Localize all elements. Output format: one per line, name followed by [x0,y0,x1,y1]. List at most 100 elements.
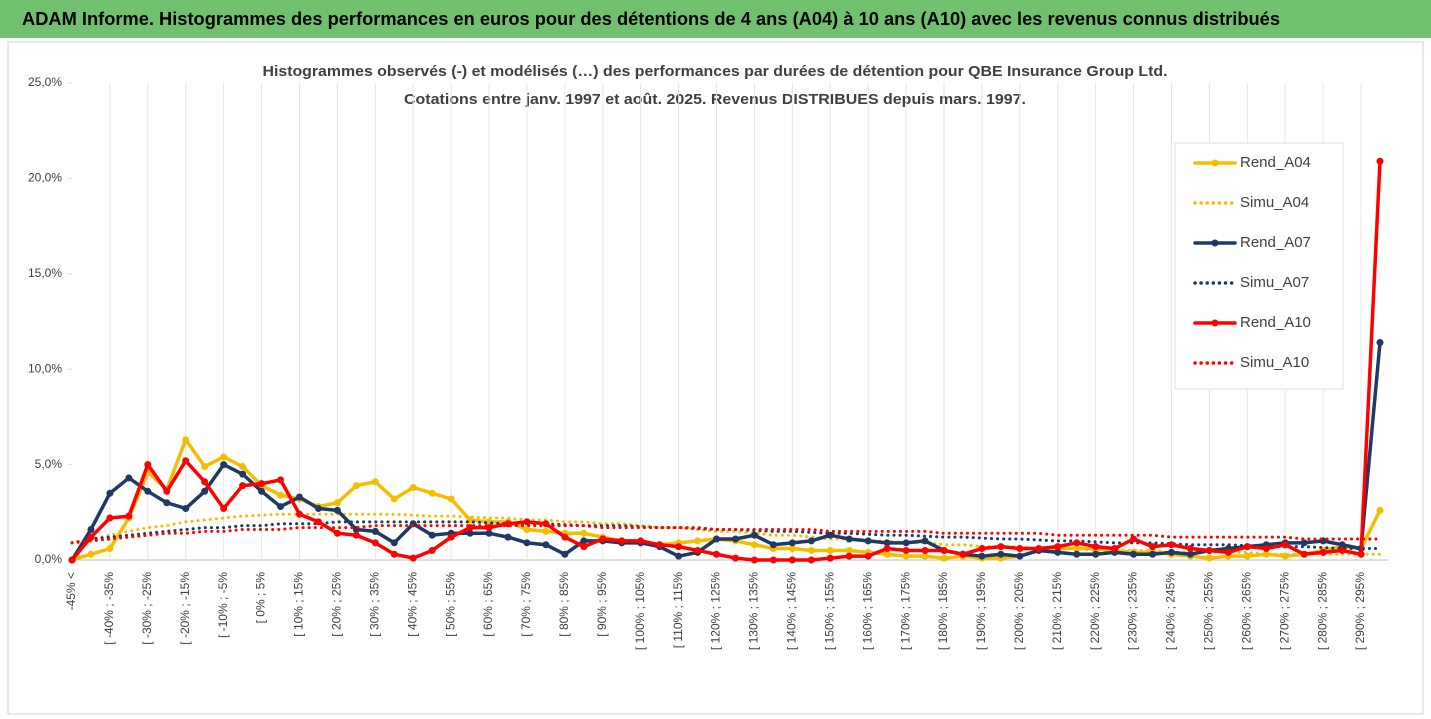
data-point [694,537,702,545]
data-point [333,506,341,514]
x-tick-label: [ 210% ; 215% [1050,572,1064,650]
data-point [1300,539,1308,547]
data-point [845,552,853,560]
x-tick-label: [ 270% ; 275% [1277,572,1291,650]
data-point [1319,548,1327,556]
data-point [106,514,114,522]
data-point [1054,543,1062,551]
legend-label: Simu_A10 [1240,354,1309,371]
data-point [144,487,152,495]
series-line [70,340,1382,562]
data-point [750,556,758,564]
data-point [485,529,493,537]
x-tick-label: [ 280% ; 285% [1315,572,1329,650]
data-point [1357,550,1365,558]
data-point [1262,550,1270,558]
data-point [220,504,228,512]
chart-subtitle: Histogrammes observés (-) et modélisés (… [263,63,1168,80]
data-point [163,487,171,495]
data-point [220,453,228,461]
data-point [390,550,398,558]
data-point [1243,552,1251,560]
data-point [1016,545,1024,553]
data-point [182,504,190,512]
data-point [87,550,95,558]
x-tick-label: [ 290% ; 295% [1353,572,1367,650]
data-point [201,478,209,486]
x-tick-label: -45% < [64,572,78,610]
data-point [106,489,114,497]
x-tick-label: [ 190% ; 195% [974,572,988,650]
data-point [523,518,531,526]
x-tick-label: [ 130% ; 135% [747,572,761,650]
data-point [371,539,379,547]
data-point [826,546,834,554]
y-tick-label: 0,0% [35,552,63,566]
data-point [713,550,721,558]
data-point [807,546,815,554]
x-tick-label: [ 120% ; 125% [709,572,723,650]
data-point [864,537,872,545]
data-point [637,537,645,545]
chart-title: ADAM Informe. Histogrammes des performan… [22,9,1280,29]
data-point [201,487,209,495]
data-point [1073,545,1081,553]
data-point [87,525,95,533]
data-point [542,541,550,549]
data-point [277,476,285,484]
data-point [201,463,209,471]
data-point [902,546,910,554]
data-point [239,470,247,478]
data-point [1111,545,1119,553]
data-point [1167,548,1175,556]
data-point [1035,545,1043,553]
data-point [333,529,341,537]
x-tick-label: [ 20% ; 25% [330,572,344,637]
data-point [68,556,76,564]
data-point [845,546,853,554]
data-point [997,543,1005,551]
data-point [504,533,512,541]
data-point [371,478,379,486]
data-point [409,554,417,562]
data-point [788,556,796,564]
x-tick-label: [ 200% ; 205% [1012,572,1026,650]
data-point [144,461,152,469]
data-point [182,457,190,465]
x-tick-label: [ 90% ; 95% [595,572,609,637]
y-tick-label: 25,0% [28,75,62,89]
title-bar [0,0,1431,38]
data-point [371,527,379,535]
data-point [580,529,588,537]
data-point [542,527,550,535]
data-point [1376,338,1384,346]
y-tick-label: 10,0% [28,361,62,375]
data-point [845,535,853,543]
x-tick-label: [ 80% ; 85% [557,572,571,637]
data-point [409,483,417,491]
series-line [70,520,1382,551]
data-point [87,533,95,541]
x-tick-label: [ 180% ; 185% [936,572,950,650]
data-point [1130,535,1138,543]
data-point [1300,550,1308,558]
legend-marker [1211,239,1219,247]
data-point [1376,506,1384,514]
data-point [523,539,531,547]
data-point [1092,543,1100,551]
legend [1174,142,1344,390]
data-point [807,556,815,564]
legend-label: Rend_A07 [1240,234,1311,251]
legend-items: Rend_A04 Simu_A04 Rend_A07 Simu_A07 Rend_A10… [1193,154,1311,371]
x-tick-label: [ 250% ; 255% [1202,572,1216,650]
legend-label: Rend_A04 [1240,154,1311,171]
data-point [694,546,702,554]
data-point [295,510,303,518]
x-tick-label: [ 220% ; 225% [1088,572,1102,650]
data-point [561,533,569,541]
data-point [1338,546,1346,554]
data-point [769,541,777,549]
data-point [997,550,1005,558]
data-point [921,546,929,554]
